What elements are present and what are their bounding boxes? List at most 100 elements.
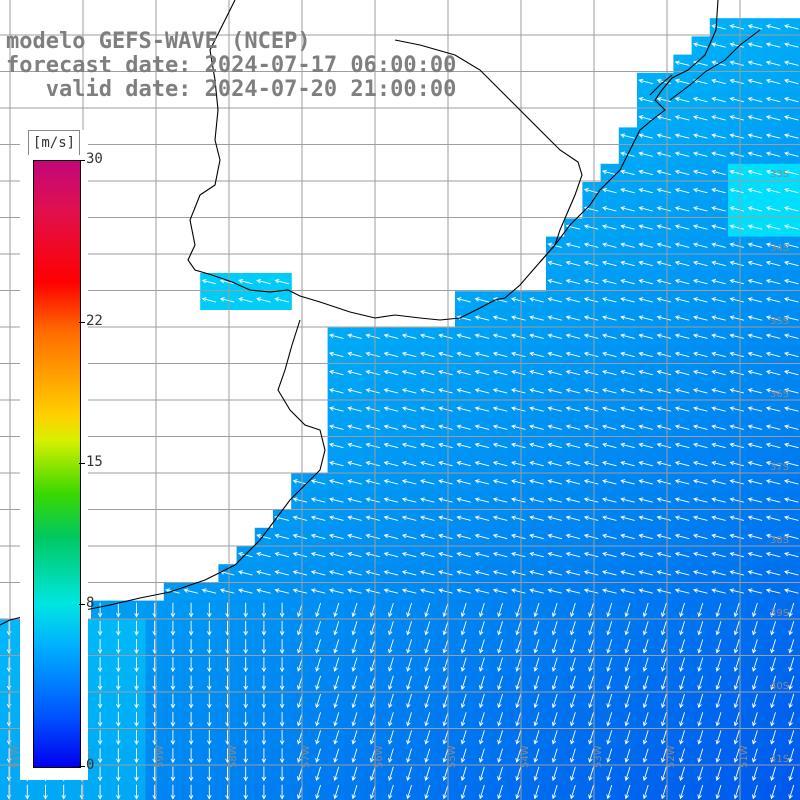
wind-arrow (478, 712, 485, 727)
wind-arrow (347, 570, 362, 576)
wind-arrow (369, 693, 376, 709)
wind-arrow (697, 784, 704, 800)
wind-arrow (347, 551, 362, 558)
wind-arrow (456, 351, 471, 358)
wind-arrow (387, 730, 394, 745)
wind-arrow (602, 169, 617, 176)
wind-arrow (656, 570, 672, 576)
wind-arrow (660, 712, 667, 727)
wind-arrow (460, 730, 467, 745)
wind-arrow (565, 460, 581, 467)
colorbar-tick-mark (79, 321, 85, 323)
wind-arrow (583, 242, 599, 248)
wind-arrow (620, 588, 635, 594)
wind-arrow (588, 675, 594, 691)
latitude-label: 39S (770, 608, 789, 619)
wind-arrow (733, 766, 740, 782)
wind-arrow (765, 260, 781, 267)
wind-arrow (620, 533, 635, 540)
wind-arrow (569, 766, 576, 782)
wind-arrow (274, 297, 289, 303)
wind-arrow (256, 551, 271, 558)
wind-arrow (170, 711, 176, 727)
wind-arrow (515, 675, 522, 691)
wind-arrow (329, 442, 344, 449)
latitude-label: 40S (770, 681, 789, 692)
wind-arrow (638, 242, 653, 248)
wind-arrow (569, 639, 576, 654)
wind-arrow (711, 515, 726, 521)
title-valid-date: valid date: 2024-07-20 21:00:00 (6, 77, 457, 102)
wind-arrow (492, 315, 508, 321)
wind-arrow (565, 242, 581, 248)
wind-arrow (511, 497, 526, 503)
wind-arrow (711, 460, 726, 467)
wind-arrow (347, 351, 362, 358)
wind-arrow (351, 602, 358, 618)
wind-arrow (656, 260, 672, 267)
wind-arrow (274, 533, 289, 540)
wind-arrow (747, 206, 763, 212)
wind-arrow (656, 460, 672, 467)
wind-arrow (638, 460, 653, 467)
wind-arrow (693, 551, 708, 558)
wind-arrow (420, 570, 435, 576)
wind-arrow (674, 115, 690, 121)
wind-arrow (679, 712, 685, 727)
wind-arrow (674, 260, 690, 267)
wind-arrow (784, 242, 799, 248)
wind-arrow (784, 187, 799, 194)
wind-arrow (638, 551, 653, 558)
wind-arrow (420, 533, 435, 540)
wind-arrow (674, 406, 690, 412)
wind-arrow (497, 693, 503, 709)
wind-arrow (97, 784, 103, 800)
wind-arrow (642, 675, 649, 691)
wind-arrow (583, 551, 599, 558)
wind-arrow (711, 115, 726, 121)
wind-arrow (711, 42, 726, 48)
wind-arrow (697, 602, 704, 618)
latitude-label: 41S (770, 754, 789, 765)
wind-arrow (170, 675, 176, 691)
wind-arrow (219, 278, 235, 285)
wind-arrow (243, 784, 249, 800)
wind-arrow (460, 748, 467, 763)
wind-arrow (420, 442, 435, 449)
wind-arrow (693, 133, 708, 139)
wind-arrow (529, 351, 544, 358)
wind-arrow (770, 748, 776, 763)
wind-arrow (511, 551, 526, 558)
wind-arrow (188, 602, 194, 618)
wind-arrow (693, 187, 708, 194)
wind-arrow (711, 297, 726, 303)
wind-arrow (261, 711, 267, 727)
wind-arrow (751, 602, 758, 618)
wind-arrow (492, 515, 508, 521)
wind-arrow (624, 730, 631, 745)
wind-arrow (674, 333, 690, 339)
wind-arrow (729, 242, 744, 248)
wind-arrow (674, 351, 690, 358)
wind-arrow (784, 388, 799, 394)
wind-arrow (134, 675, 139, 691)
wind-arrow (565, 260, 581, 267)
wind-arrow (729, 460, 744, 467)
wind-arrow (784, 78, 799, 85)
wind-arrow (474, 588, 490, 594)
wind-arrow (729, 442, 744, 449)
wind-arrow (765, 533, 781, 540)
wind-arrow (424, 693, 431, 709)
wind-arrow (602, 278, 617, 285)
wind-arrow (515, 621, 522, 636)
wind-arrow (406, 621, 412, 636)
wind-arrow (401, 406, 417, 412)
wind-arrow (697, 766, 704, 782)
wind-arrow (383, 442, 399, 449)
wind-arrow (274, 588, 289, 594)
wind-arrow (529, 424, 544, 430)
wind-arrow (602, 388, 617, 394)
wind-arrow (602, 297, 617, 303)
wind-arrow (565, 388, 581, 394)
wind-arrow (747, 187, 763, 194)
